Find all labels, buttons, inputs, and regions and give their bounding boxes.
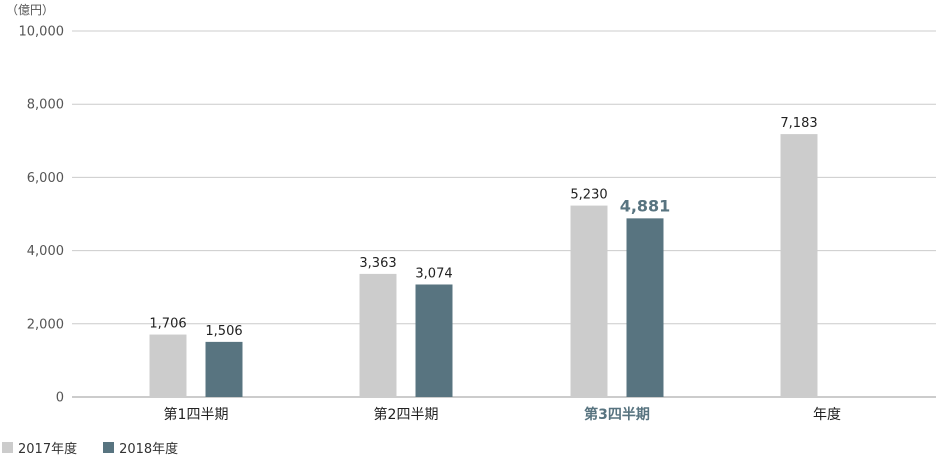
x-category-label: 第3四半期 xyxy=(584,406,650,423)
bar-2018年度-第2四半期 xyxy=(415,284,453,397)
y-axis-unit-label: （億円） xyxy=(6,3,54,17)
y-tick-label: 8,000 xyxy=(27,98,64,113)
y-tick-label: 10,000 xyxy=(19,25,65,40)
bar-value-label: 3,074 xyxy=(415,266,452,281)
legend-item-2017: 2017年度 xyxy=(2,438,77,457)
x-category-label: 第2四半期 xyxy=(374,406,439,423)
bar-value-label: 1,506 xyxy=(205,324,242,339)
bar-value-label: 1,706 xyxy=(149,317,186,332)
bar-2018年度-第1四半期 xyxy=(205,341,243,397)
bar-2017年度-年度 xyxy=(780,134,818,397)
x-category-label: 第1四半期 xyxy=(164,406,229,423)
legend-label-2017: 2017年度 xyxy=(18,441,78,457)
bar-value-label: 7,183 xyxy=(780,116,817,131)
y-tick-label: 4,000 xyxy=(27,244,64,259)
y-tick-label: 6,000 xyxy=(27,171,64,186)
legend: 2017年度 2018年度 xyxy=(2,438,204,457)
y-tick-label: 2,000 xyxy=(27,317,64,332)
legend-swatch-2018 xyxy=(103,441,115,453)
bar-chart: （億円） 0 2,000 4,000 6,000 8,000 10,000 1,706 3,36… xyxy=(6,3,936,423)
bar-value-label: 5,230 xyxy=(570,188,607,203)
bar-value-label: 4,881 xyxy=(620,196,671,215)
bar-2017年度-第3四半期 xyxy=(570,205,608,397)
legend-item-2018: 2018年度 xyxy=(103,438,178,457)
bar-2018年度-第3四半期 xyxy=(626,218,664,397)
legend-label-2018: 2018年度 xyxy=(119,441,179,457)
bar-value-label: 3,363 xyxy=(359,256,396,271)
bar-2017年度-第2四半期 xyxy=(359,273,397,397)
legend-swatch-2017 xyxy=(2,441,13,453)
bar-2017年度-第1四半期 xyxy=(149,334,187,397)
y-tick-label: 0 xyxy=(56,391,64,406)
x-category-label: 年度 xyxy=(813,407,841,423)
